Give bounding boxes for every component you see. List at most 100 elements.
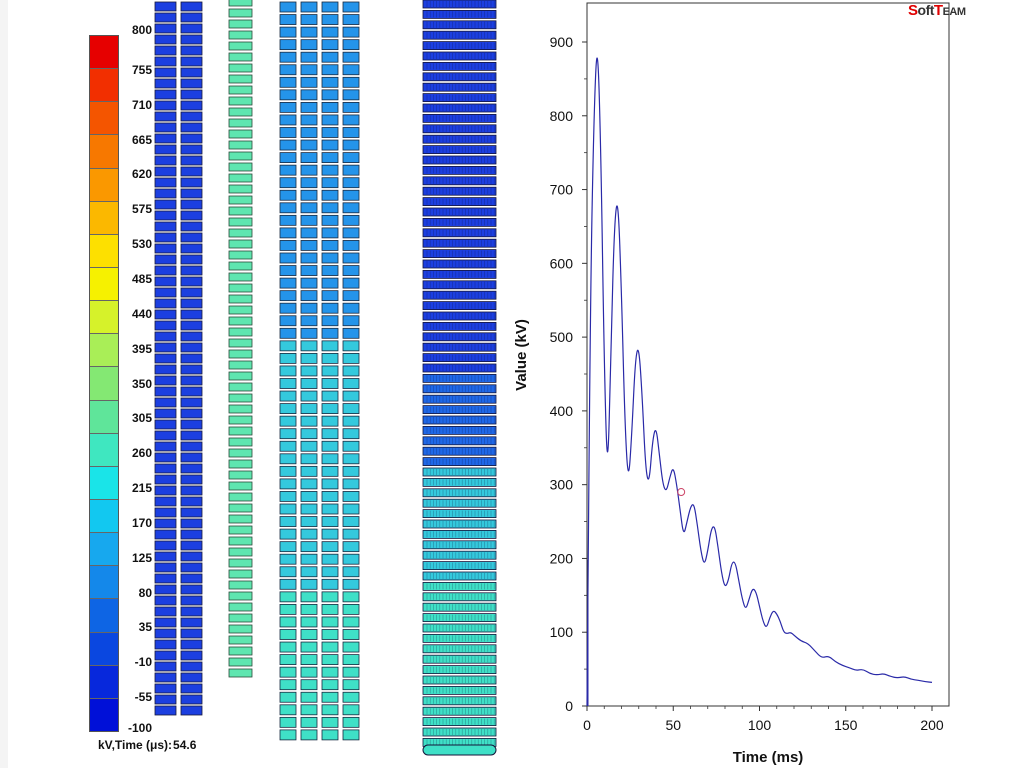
winding-block bbox=[422, 498, 497, 508]
winding-block bbox=[279, 365, 297, 377]
winding-block bbox=[300, 89, 318, 101]
winding-block bbox=[228, 63, 253, 73]
winding-block bbox=[154, 650, 177, 661]
winding-block bbox=[422, 644, 497, 654]
winding-block bbox=[321, 290, 339, 302]
color-band bbox=[90, 466, 118, 500]
winding-block bbox=[422, 561, 497, 570]
color-band bbox=[90, 533, 118, 567]
winding-block bbox=[300, 102, 318, 113]
y-tick-label: 200 bbox=[550, 550, 574, 566]
winding-column-4 bbox=[422, 0, 497, 756]
winding-block bbox=[342, 252, 360, 264]
winding-block bbox=[342, 528, 360, 540]
winding-block bbox=[342, 26, 360, 38]
winding-block bbox=[154, 100, 177, 111]
winding-block bbox=[180, 309, 203, 320]
winding-block bbox=[342, 440, 360, 452]
winding-block bbox=[300, 390, 318, 402]
winding-block bbox=[300, 465, 318, 477]
winding-block bbox=[154, 12, 177, 23]
winding-block bbox=[321, 390, 339, 402]
winding-block bbox=[228, 8, 253, 18]
winding-block bbox=[300, 302, 318, 314]
winding-block bbox=[228, 206, 253, 216]
winding-block bbox=[422, 269, 497, 279]
winding-block bbox=[300, 716, 318, 728]
winding-block bbox=[154, 397, 177, 408]
winding-block bbox=[180, 276, 203, 287]
winding-block bbox=[180, 562, 203, 573]
winding-block bbox=[342, 641, 360, 653]
winding-block bbox=[422, 228, 497, 238]
winding-block bbox=[180, 452, 203, 463]
winding-block bbox=[154, 133, 177, 144]
winding-block bbox=[180, 210, 203, 221]
winding-block bbox=[342, 302, 360, 314]
winding-block bbox=[154, 1, 177, 12]
winding-block bbox=[422, 394, 497, 404]
winding-block bbox=[422, 727, 497, 737]
winding-block bbox=[180, 485, 203, 496]
winding-block bbox=[279, 378, 297, 389]
color-scale-tick-label: 80 bbox=[138, 585, 152, 600]
winding-block bbox=[279, 428, 297, 440]
winding-block bbox=[154, 573, 177, 584]
winding-block bbox=[422, 124, 497, 134]
winding-block bbox=[154, 78, 177, 89]
winding-block bbox=[228, 195, 253, 205]
color-scale-tick-label: 755 bbox=[131, 62, 152, 77]
winding-block bbox=[154, 188, 177, 199]
winding-block bbox=[279, 189, 297, 201]
winding-block bbox=[279, 340, 297, 352]
winding-block bbox=[300, 152, 318, 164]
winding-block bbox=[342, 503, 360, 515]
left-edge-panel bbox=[0, 0, 8, 768]
winding-block bbox=[300, 265, 318, 276]
winding-block bbox=[422, 654, 497, 664]
winding-block bbox=[422, 342, 497, 352]
color-scale-caption: kV,Time (μs):54.6 bbox=[98, 738, 196, 752]
winding-block bbox=[228, 140, 253, 150]
winding-block bbox=[154, 507, 177, 518]
winding-block bbox=[154, 309, 177, 320]
winding-block bbox=[228, 294, 253, 304]
winding-block bbox=[300, 440, 318, 452]
winding-block bbox=[180, 573, 203, 584]
color-band bbox=[90, 135, 118, 169]
color-band bbox=[90, 599, 118, 633]
winding-block bbox=[422, 592, 497, 602]
winding-block bbox=[300, 26, 318, 38]
winding-block bbox=[342, 240, 360, 251]
winding-block bbox=[342, 478, 360, 490]
winding-block bbox=[279, 89, 297, 101]
winding-block bbox=[342, 591, 360, 603]
winding-block bbox=[180, 353, 203, 364]
winding-block bbox=[228, 613, 253, 623]
winding-block bbox=[180, 419, 203, 430]
winding-block bbox=[228, 261, 253, 271]
color-scale-tick-label: 665 bbox=[131, 132, 152, 147]
winding-block bbox=[180, 463, 203, 474]
winding-block bbox=[228, 580, 253, 590]
winding-block bbox=[422, 207, 497, 217]
winding-block bbox=[228, 96, 253, 106]
y-tick-label: 300 bbox=[550, 477, 574, 493]
winding-block bbox=[422, 186, 497, 196]
winding-block bbox=[228, 283, 253, 293]
winding-block bbox=[321, 265, 339, 276]
winding-block bbox=[154, 661, 177, 672]
winding-block bbox=[300, 114, 318, 126]
x-tick-label: 200 bbox=[920, 717, 944, 733]
winding-block bbox=[342, 365, 360, 377]
winding-block bbox=[422, 602, 497, 612]
winding-block bbox=[180, 199, 203, 210]
winding-block bbox=[279, 641, 297, 653]
winding-block bbox=[180, 408, 203, 419]
winding-block bbox=[300, 76, 318, 88]
winding-block bbox=[422, 321, 497, 331]
color-scale-tick-label: -55 bbox=[134, 690, 152, 705]
winding-block bbox=[342, 428, 360, 440]
winding-block bbox=[154, 122, 177, 133]
winding-block bbox=[321, 578, 339, 590]
